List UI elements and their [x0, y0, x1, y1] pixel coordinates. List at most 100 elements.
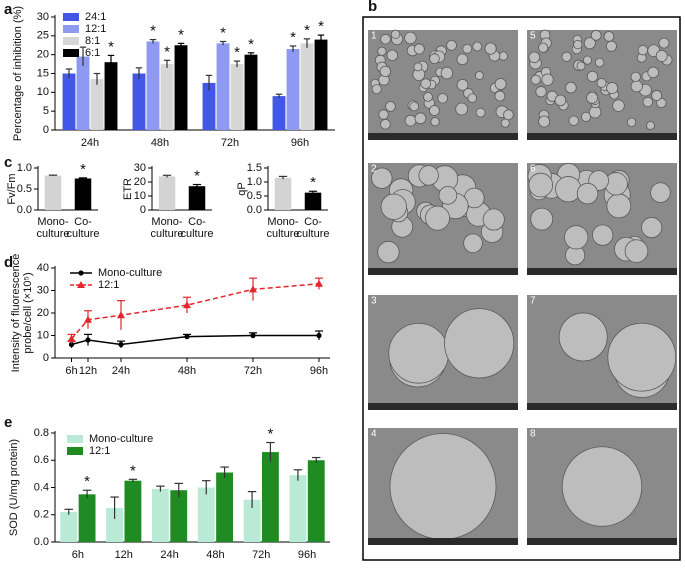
- bar: [170, 490, 188, 542]
- image-number: 3: [371, 296, 377, 307]
- significance: *: [220, 24, 226, 41]
- cell: [444, 308, 515, 379]
- cell: [655, 49, 668, 62]
- cell: [438, 186, 458, 205]
- cell: [573, 39, 583, 50]
- cell: [646, 121, 655, 130]
- significance: *: [267, 426, 273, 443]
- cell: [494, 78, 507, 90]
- x-tick-label: 72h: [252, 549, 270, 561]
- y-tick-label: 40: [37, 262, 49, 274]
- image-caption-bar: [527, 268, 677, 275]
- cell: [606, 193, 632, 219]
- cell: [494, 90, 506, 102]
- cell: [463, 233, 483, 253]
- legend-label: 12:1: [85, 23, 106, 35]
- point: [84, 315, 92, 323]
- point: [183, 301, 191, 309]
- point: [315, 279, 323, 287]
- y-axis-label: Fv/Fm: [6, 173, 18, 204]
- bar: [104, 62, 118, 131]
- image-caption-bar: [527, 403, 677, 410]
- image-caption-bar: [368, 133, 518, 140]
- cell: [561, 446, 643, 527]
- bar: [261, 452, 279, 542]
- cell: [528, 51, 541, 64]
- cell: [555, 176, 582, 203]
- cell: [528, 172, 554, 198]
- panel-label: c: [4, 154, 12, 171]
- legend-swatch: [63, 13, 79, 21]
- significance: *: [310, 174, 316, 191]
- cell: [414, 112, 427, 125]
- y-tick-label: 10: [37, 86, 49, 98]
- image-number: 8: [530, 429, 536, 440]
- significance: *: [84, 473, 90, 490]
- legend-label: 12:1: [89, 445, 110, 457]
- y-tick-label: 5: [43, 105, 49, 117]
- significance: *: [234, 44, 240, 61]
- point: [184, 334, 190, 340]
- x-tick-label: 48h: [178, 365, 196, 377]
- legend-label: 12:1: [98, 279, 119, 291]
- y-tick-label: 1.0: [247, 176, 262, 188]
- cell: [642, 96, 653, 108]
- cell: [535, 86, 547, 98]
- cell: [404, 31, 417, 45]
- legend-swatch: [67, 447, 83, 455]
- image-caption-bar: [368, 268, 518, 275]
- cell: [605, 40, 617, 52]
- bar: [300, 43, 314, 130]
- series-line: [71, 334, 319, 346]
- cell: [423, 92, 433, 102]
- legend-marker: [78, 270, 84, 276]
- bar: [230, 64, 244, 130]
- point: [68, 341, 75, 348]
- cell: [607, 322, 677, 392]
- legend-label: 8:1: [85, 35, 100, 47]
- y-tick-label: 0: [140, 204, 146, 216]
- y-tick-label: 0.5: [17, 183, 32, 195]
- cell: [630, 80, 643, 93]
- cell: [650, 182, 671, 203]
- bar: [158, 176, 176, 210]
- significance: *: [108, 38, 114, 55]
- x-tick-label: culture: [66, 228, 99, 240]
- cell: [475, 107, 486, 118]
- bar: [274, 177, 292, 210]
- bar: [151, 488, 169, 542]
- bar: [174, 45, 188, 130]
- cell: [637, 44, 649, 56]
- y-tick-label: 0.0: [17, 204, 32, 216]
- bar: [44, 175, 62, 210]
- cell: [455, 102, 469, 116]
- legend-label: Mono-culture: [89, 433, 153, 445]
- significance: *: [130, 462, 136, 479]
- bar: [197, 487, 215, 542]
- legend-swatch: [63, 25, 79, 33]
- x-tick-label: 72h: [244, 365, 262, 377]
- legend-swatch: [63, 49, 79, 57]
- bar: [90, 79, 104, 130]
- y-tick-label: 30: [134, 162, 146, 174]
- cell: [377, 240, 400, 264]
- x-tick-label: 96h: [298, 549, 316, 561]
- cell: [530, 207, 554, 231]
- point: [316, 332, 322, 339]
- x-tick-label: culture: [36, 228, 69, 240]
- cell: [418, 165, 439, 186]
- legend-label: 24:1: [85, 11, 106, 23]
- y-axis-label: ETR: [122, 178, 134, 200]
- cell: [378, 109, 389, 120]
- y-tick-label: 25: [37, 30, 49, 42]
- x-tick-label: Mono-: [37, 216, 69, 228]
- cell: [388, 322, 449, 384]
- x-tick-label: Co-: [188, 216, 206, 228]
- cell: [484, 42, 497, 55]
- bar: [216, 43, 230, 130]
- y-tick-label: 0.5: [247, 190, 262, 202]
- bar: [62, 73, 76, 130]
- cell: [498, 51, 508, 61]
- legend-swatch: [67, 435, 83, 443]
- cell: [437, 93, 448, 104]
